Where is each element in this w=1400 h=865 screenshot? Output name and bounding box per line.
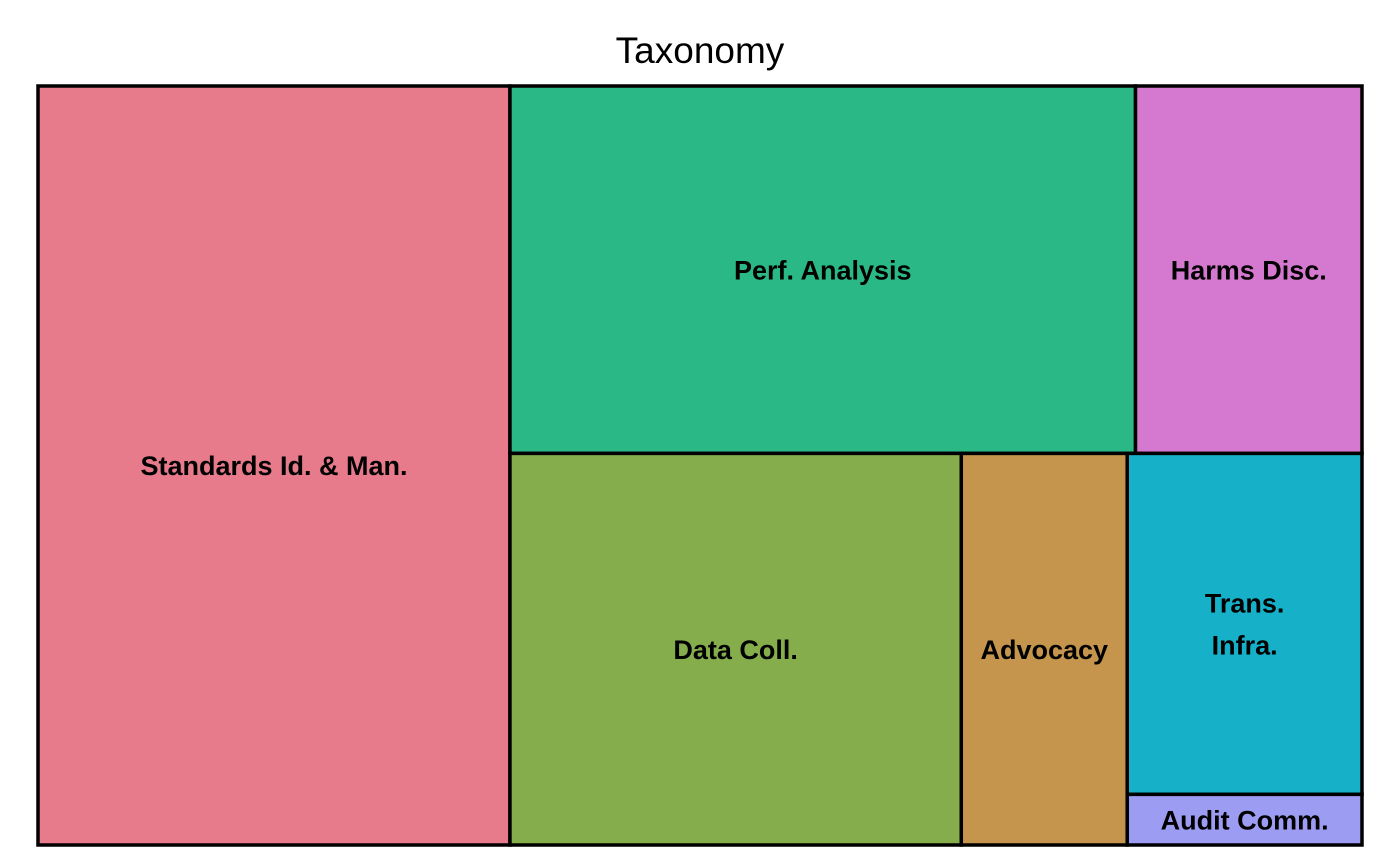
treemap-cell-label: Audit Comm. (1161, 805, 1329, 835)
treemap-cell-label: Standards Id. & Man. (140, 451, 407, 481)
treemap-cell (508, 451, 964, 847)
chart-title: Taxonomy (615, 30, 785, 71)
treemap-cell (1125, 451, 1364, 797)
treemap-cell-label: Advocacy (980, 635, 1108, 665)
treemap-cell (1133, 84, 1364, 456)
treemap-cell (1125, 792, 1364, 847)
treemap-cell-label: Data Coll. (673, 635, 798, 665)
treemap-cell (959, 451, 1129, 847)
treemap-cell-label: Trans. Infra. (1205, 589, 1285, 661)
treemap-cell-label: Harms Disc. (1171, 255, 1327, 285)
treemap-cell (508, 84, 1138, 456)
treemap-cell-label: Perf. Analysis (734, 255, 912, 285)
treemap-cell (36, 84, 512, 847)
